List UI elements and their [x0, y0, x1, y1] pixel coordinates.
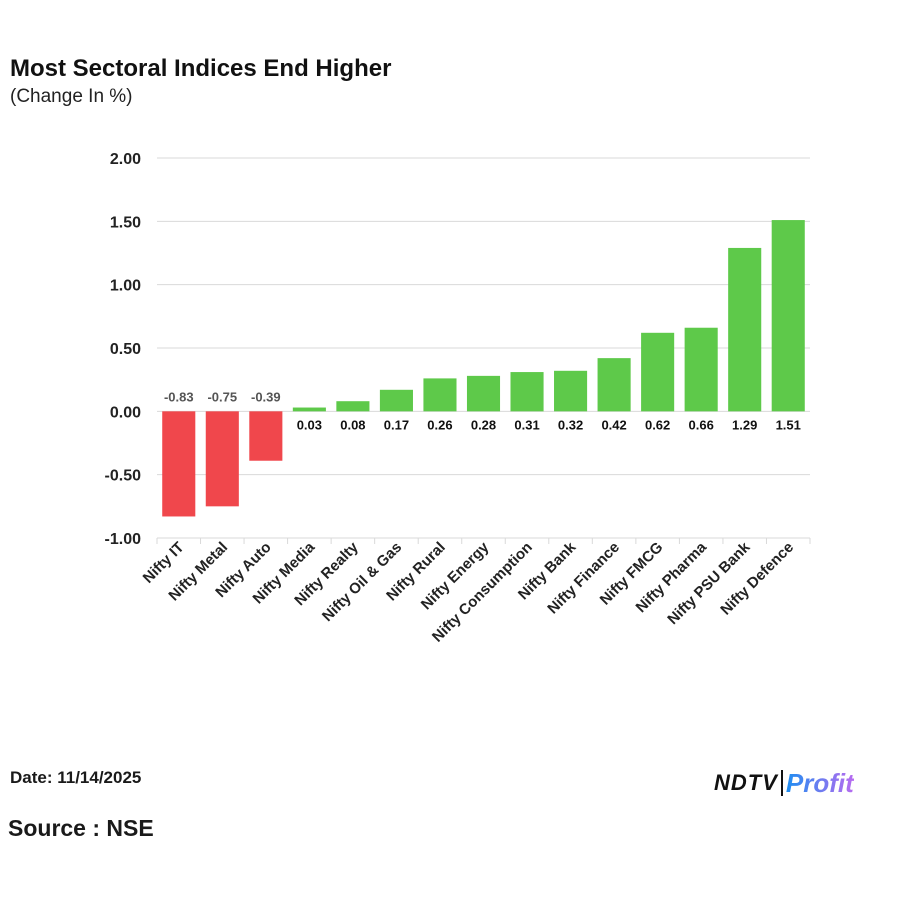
bar	[162, 411, 196, 517]
logo-ndtv-text: NDTV	[714, 770, 778, 795]
data-label: 0.62	[645, 417, 670, 432]
ndtv-profit-logo: NDTV Profit	[714, 766, 894, 800]
data-label: 0.32	[558, 417, 583, 432]
y-tick-label: -0.50	[105, 468, 142, 485]
data-label: -0.75	[207, 389, 237, 404]
date-label: Date: 11/14/2025	[10, 768, 142, 787]
bar	[336, 401, 370, 412]
bar	[292, 407, 326, 412]
data-label: -0.83	[164, 389, 194, 404]
bar	[379, 389, 413, 412]
data-label: 0.08	[340, 417, 365, 432]
bar	[554, 370, 588, 412]
logo-profit-text: Profit	[785, 767, 854, 798]
bar	[466, 375, 501, 412]
bar	[641, 332, 675, 412]
y-tick-label: 0.50	[110, 341, 141, 358]
logo-separator	[780, 770, 783, 796]
data-label: 0.03	[297, 417, 322, 432]
chart-title: Most Sectoral Indices End Higher	[10, 55, 392, 82]
data-label: -0.39	[251, 389, 281, 404]
bar	[205, 411, 239, 507]
bar	[423, 378, 457, 412]
y-tick-label: 1.50	[110, 214, 141, 231]
data-label: 0.66	[689, 417, 714, 432]
data-label: 0.26	[427, 417, 452, 432]
bar	[597, 358, 631, 412]
y-tick-label: 1.00	[110, 278, 141, 295]
bar	[510, 372, 544, 412]
y-tick-label: 0.00	[110, 404, 141, 421]
data-label: 1.29	[732, 417, 757, 432]
y-tick-label: -1.00	[105, 531, 142, 548]
y-tick-label: 2.00	[110, 151, 141, 168]
bar	[771, 220, 805, 412]
bar	[684, 327, 718, 412]
bar	[728, 247, 762, 412]
data-label: 0.42	[601, 417, 626, 432]
data-label: 0.28	[471, 417, 496, 432]
data-label: 0.31	[514, 417, 539, 432]
source-label: Source : NSE	[8, 815, 154, 841]
data-label: 1.51	[776, 417, 801, 432]
data-label: 0.17	[384, 417, 409, 432]
bar	[249, 411, 283, 461]
chart-subtitle: (Change In %)	[10, 86, 133, 107]
